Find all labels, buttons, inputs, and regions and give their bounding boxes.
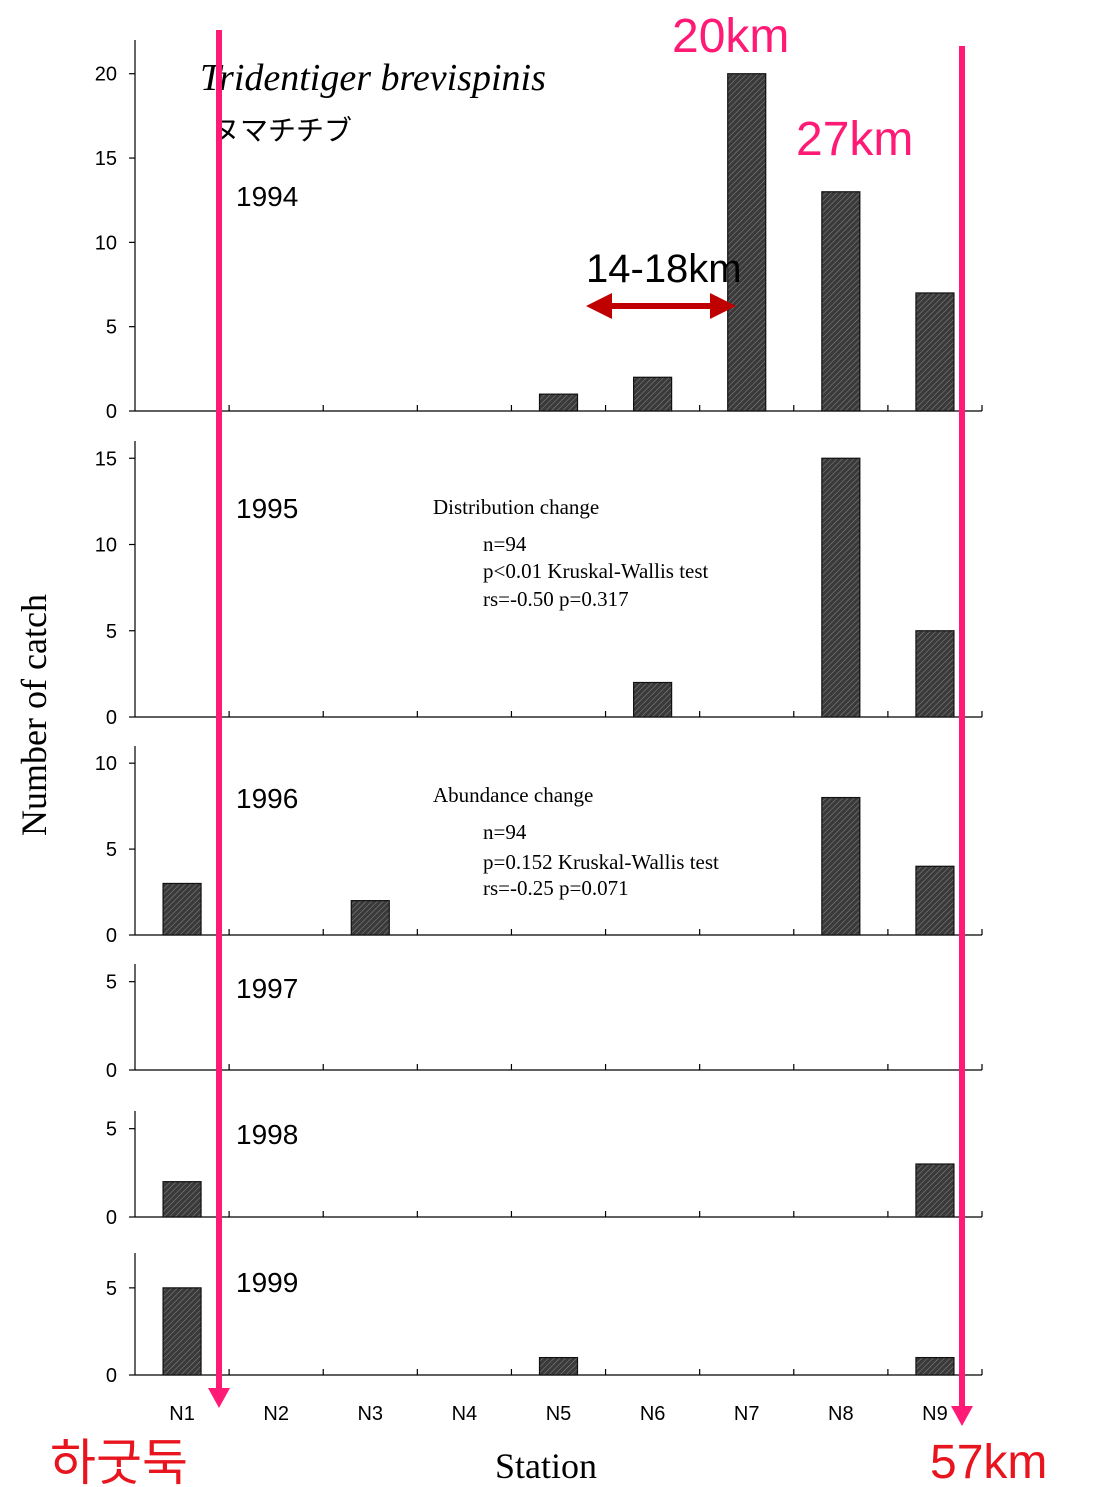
bar-1998-N1 (162, 1181, 202, 1218)
x-tick-label: N3 (357, 1403, 383, 1425)
y-tick-label: 0 (106, 1060, 117, 1082)
km-20-label: 20km (672, 10, 789, 63)
bar-1995-N9 (915, 630, 955, 718)
y-tick-label: 5 (106, 621, 117, 643)
bar-1996-N1 (162, 882, 202, 936)
x-axis-label: Station (495, 1446, 597, 1486)
korean-label: 하굿둑 (50, 1435, 188, 1487)
left-boundary-arrow (208, 30, 230, 1408)
y-tick-label: 5 (106, 972, 117, 994)
chart-panels: 0 5 10 15 20 1994 0 5 10 15 1995 0 5 10 1996 0 5 1997 0 5 19… (95, 40, 983, 1425)
panel-year-label: 1994 (236, 181, 298, 212)
x-tick-label: N5 (546, 1403, 572, 1425)
bar-1999-N1 (162, 1287, 202, 1376)
bar-1999-N9 (915, 1356, 955, 1376)
bar-1994-N8 (821, 191, 861, 412)
x-tick-label: N8 (828, 1403, 854, 1425)
panel-1996: 0 5 10 1996 (95, 746, 983, 947)
y-tick-label: 5 (106, 1278, 117, 1300)
x-tick-label: N1 (169, 1403, 195, 1425)
panel-1994: 0 5 10 15 20 1994 (95, 40, 983, 423)
x-tick-label: N2 (263, 1403, 289, 1425)
panel-year-label: 1995 (236, 493, 298, 524)
distribution-change-box: Distribution change n=94 p<0.01 Kruskal-… (433, 495, 709, 611)
abundance-n: n=94 (483, 820, 527, 844)
km-range-label: 14-18km (586, 247, 742, 291)
panel-year-label: 1999 (236, 1267, 298, 1298)
y-tick-label: 10 (95, 753, 117, 775)
abundance-title: Abundance change (433, 783, 593, 807)
distribution-rs: rs=-0.50 p=0.317 (483, 587, 629, 611)
bar-1995-N6 (633, 681, 673, 718)
bar-1996-N8 (821, 796, 861, 936)
abundance-test: p=0.152 Kruskal-Wallis test (483, 850, 719, 874)
x-tick-label: N9 (922, 1403, 948, 1425)
distribution-n: n=94 (483, 532, 527, 556)
x-tick-label: N4 (452, 1403, 478, 1425)
panel-1995: 0 5 10 15 1995 (95, 441, 983, 729)
panel-1999: 0 5 1999 (106, 1253, 983, 1387)
bar-1996-N9 (915, 865, 955, 936)
y-tick-label: 0 (106, 1207, 117, 1229)
japanese-name: ヌマチチブ (212, 115, 352, 146)
km-57-label: 57km (930, 1436, 1047, 1487)
panel-1998: 0 5 1998 (106, 1111, 983, 1229)
abundance-rs: rs=-0.25 p=0.071 (483, 876, 629, 900)
panel-year-label: 1996 (236, 783, 298, 814)
y-tick-label: 5 (106, 839, 117, 861)
species-name: Tridentiger brevispinis (200, 57, 546, 99)
bar-1998-N9 (915, 1163, 955, 1218)
y-tick-label: 20 (95, 64, 117, 86)
bar-1994-N6 (633, 376, 673, 412)
y-tick-label: 0 (106, 401, 117, 423)
y-tick-label: 0 (106, 707, 117, 729)
bar-1994-N5 (538, 393, 579, 412)
bar-1995-N8 (821, 457, 861, 718)
bar-1994-N9 (915, 292, 955, 412)
panel-year-label: 1997 (236, 973, 298, 1004)
range-double-arrow (586, 293, 736, 319)
x-tick-label: N6 (640, 1403, 666, 1425)
y-axis-label: Number of catch (14, 594, 54, 836)
bar-1999-N5 (538, 1356, 579, 1376)
y-tick-label: 5 (106, 317, 117, 339)
km-27-label: 27km (796, 113, 913, 166)
y-tick-label: 15 (95, 448, 117, 470)
panel-year-label: 1998 (236, 1119, 298, 1150)
x-tick-label: N7 (734, 1403, 760, 1425)
panel-1997: 0 5 1997 (106, 964, 983, 1082)
y-tick-label: 0 (106, 925, 117, 947)
bar-1996-N3 (350, 900, 390, 936)
y-tick-label: 10 (95, 535, 117, 557)
distribution-test: p<0.01 Kruskal-Wallis test (483, 559, 709, 583)
y-tick-label: 15 (95, 148, 117, 170)
abundance-change-box: Abundance change n=94 p=0.152 Kruskal-Wa… (433, 783, 719, 900)
y-tick-label: 10 (95, 232, 117, 254)
y-tick-label: 0 (106, 1365, 117, 1387)
right-boundary-arrow (951, 46, 973, 1426)
distribution-title: Distribution change (433, 495, 599, 519)
y-tick-label: 5 (106, 1119, 117, 1141)
bar-1994-N7 (727, 73, 767, 412)
